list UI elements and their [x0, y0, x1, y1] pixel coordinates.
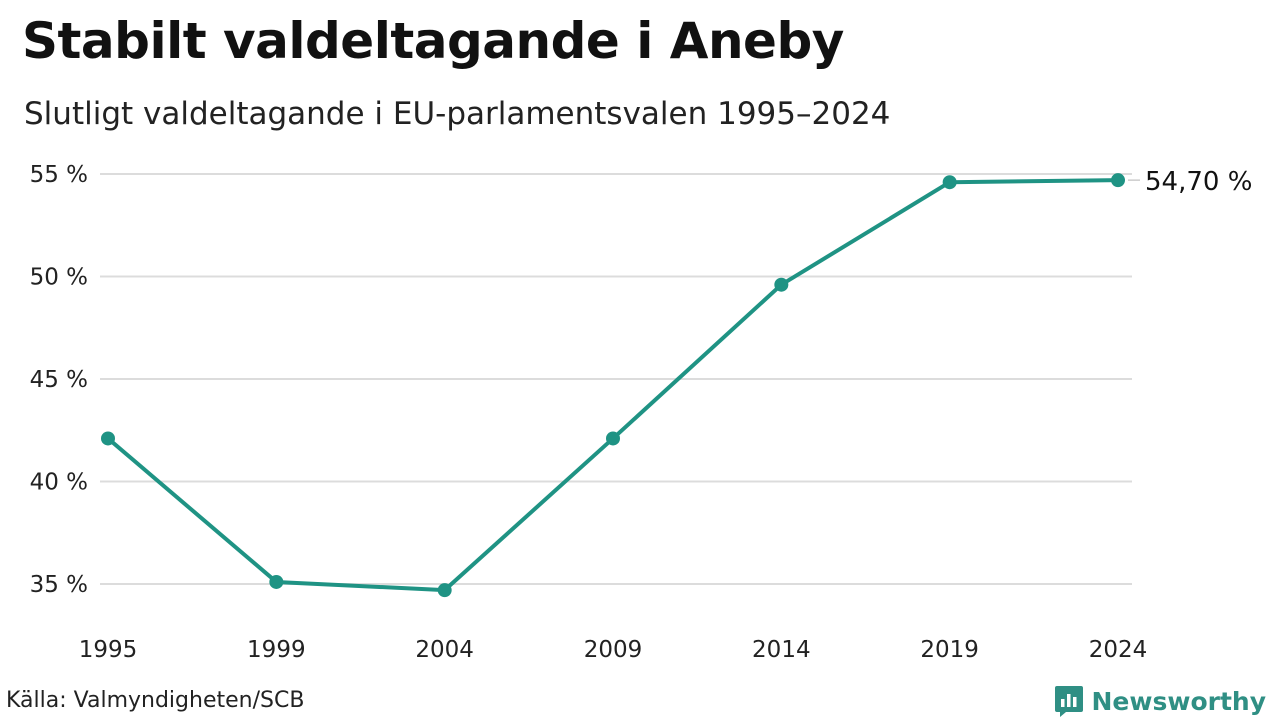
y-tick-label: 45 % — [30, 367, 88, 393]
chart-subtitle: Slutligt valdeltagande i EU-parlamentsva… — [24, 96, 891, 132]
y-tick-label: 50 % — [30, 265, 88, 291]
data-point — [774, 277, 789, 292]
gridlines — [100, 173, 1132, 585]
chart-title: Stabilt valdeltagande i Aneby — [22, 12, 844, 70]
source-note: Källa: Valmyndigheten/SCB — [6, 688, 305, 713]
end-label-group: 54,70 % — [1128, 167, 1252, 197]
x-tick-label: 2019 — [920, 637, 979, 663]
x-tick-label: 2014 — [752, 637, 811, 663]
y-tick-label: 55 % — [30, 162, 88, 188]
y-tick-label: 40 % — [30, 470, 88, 496]
end-value-label: 54,70 % — [1145, 167, 1252, 197]
x-tick-label: 2024 — [1089, 637, 1148, 663]
data-point — [606, 431, 620, 446]
data-point — [942, 175, 957, 190]
series-line — [106, 178, 1120, 593]
data-point — [1111, 173, 1125, 188]
x-tick-label: 2009 — [584, 637, 643, 663]
x-tick-label: 1995 — [79, 637, 138, 663]
brand-name: Newsworthy — [1091, 686, 1267, 716]
x-tick-label: 2004 — [415, 637, 474, 663]
series-line-group — [101, 173, 1125, 598]
data-point — [101, 431, 115, 446]
data-point — [437, 583, 452, 598]
brand: Newsworthy — [1054, 684, 1267, 718]
newsworthy-logo-icon — [1054, 686, 1083, 717]
y-tick-label: 35 % — [30, 572, 88, 598]
x-tick-label: 1999 — [247, 637, 306, 663]
x-axis-ticks: 1995 1999 2004 2009 2014 2019 2024 — [79, 637, 1148, 663]
y-axis-ticks: 35 % 40 % 45 % 50 % 55 % — [30, 162, 88, 598]
data-point — [269, 574, 284, 589]
